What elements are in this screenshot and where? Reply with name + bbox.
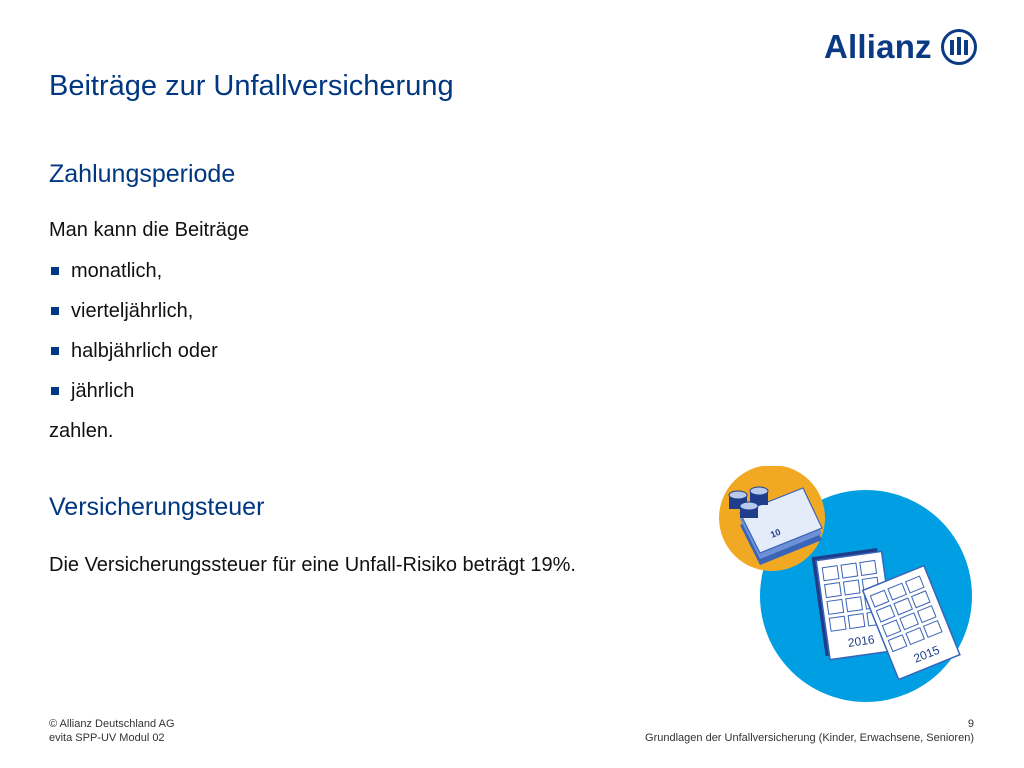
list-item: vierteljährlich, [49, 299, 218, 339]
footer-copyright: © Allianz Deutschland AG [49, 718, 175, 730]
list-item: halbjährlich oder [49, 339, 218, 379]
footer-module: evita SPP-UV Modul 02 [49, 732, 165, 744]
payment-period-list: monatlich, vierteljährlich, halbjährlich… [49, 259, 218, 419]
payment-intro-text: Man kann die Beiträge [49, 219, 250, 241]
footer-right: 9 Grundlagen der Unfallversicherung (Kin… [645, 717, 974, 745]
page-number: 9 [967, 718, 974, 730]
money-calendar-illustration: 10 2016 2015 [719, 466, 972, 702]
calendar-2016-icon: 2016 [811, 548, 897, 661]
bullet-square-icon [51, 307, 59, 315]
payment-outro-text: zahlen. [49, 420, 114, 442]
banknote-stack-icon: 10 [739, 487, 823, 565]
section-heading-payment-period: Zahlungsperiode [49, 160, 236, 188]
coin-stacks-icon [728, 486, 769, 518]
calendar-year-label: 2016 [847, 632, 876, 650]
allianz-eagle-icon [940, 29, 977, 65]
bullet-square-icon [51, 387, 59, 395]
logo-wordmark: Allianz [824, 28, 932, 65]
allianz-logo: Allianz [824, 28, 978, 66]
calendar-2015-icon: 2015 [861, 564, 961, 681]
bullet-square-icon [51, 347, 59, 355]
footer-left: © Allianz Deutschland AG evita SPP-UV Mo… [49, 717, 175, 745]
page-title: Beiträge zur Unfallversicherung [49, 70, 454, 102]
list-item: jährlich [49, 379, 218, 419]
section-heading-insurance-tax: Versicherungsteuer [49, 493, 265, 521]
list-item: monatlich, [49, 259, 218, 299]
banknote-value: 10 [769, 527, 782, 540]
bullet-square-icon [51, 267, 59, 275]
footer-subtitle: Grundlagen der Unfallversicherung (Kinde… [645, 732, 974, 744]
insurance-tax-text: Die Versicherungssteuer für eine Unfall-… [49, 554, 576, 576]
